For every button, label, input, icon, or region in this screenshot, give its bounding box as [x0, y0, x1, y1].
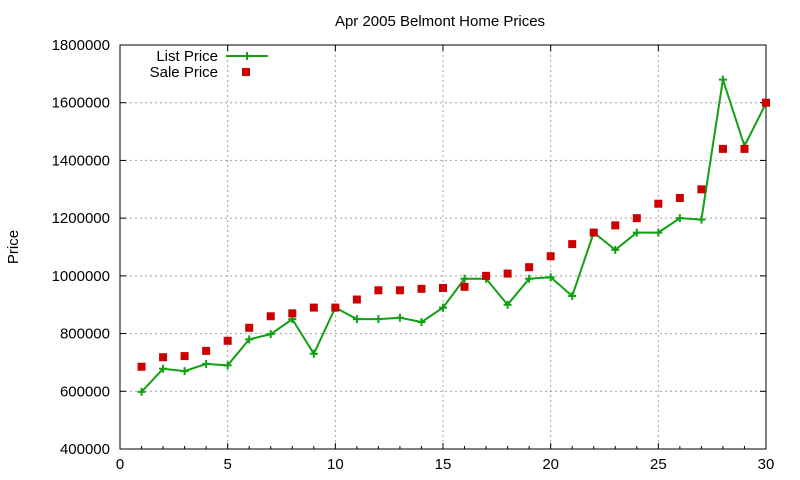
chart-title: Apr 2005 Belmont Home Prices	[335, 13, 545, 30]
sale-price-point	[460, 282, 469, 291]
sale-price-point	[374, 286, 383, 295]
list-price-point	[395, 313, 404, 322]
sale-price-point	[395, 286, 404, 295]
sale-price-point	[740, 144, 749, 153]
y-tick-label: 600000	[60, 383, 110, 400]
x-tick-label: 20	[542, 456, 559, 473]
sale-price-point	[137, 362, 146, 371]
legend-label-list-price: List Price	[156, 48, 218, 65]
list-price-point	[611, 245, 620, 254]
legend: List Price Sale Price	[150, 48, 268, 81]
sale-price-point	[309, 303, 318, 312]
x-tick-label: 15	[435, 456, 452, 473]
legend-label-sale-price: Sale Price	[150, 64, 218, 81]
list-price-point	[718, 75, 727, 84]
list-price-point	[137, 387, 146, 396]
list-price-line	[140, 79, 767, 393]
sale-price-point	[525, 263, 534, 272]
y-tick-label: 1600000	[52, 95, 110, 112]
sale-price-point	[331, 303, 340, 312]
legend-swatch-sale-price	[242, 68, 250, 76]
y-tick-label: 1400000	[52, 152, 110, 169]
x-tick-label: 30	[758, 456, 775, 473]
sale-price-point	[482, 271, 491, 280]
sale-price-point	[697, 185, 706, 194]
y-tick-label: 400000	[60, 441, 110, 458]
list-price-point	[266, 330, 275, 339]
sale-price-point	[762, 98, 770, 107]
list-price-point	[309, 349, 318, 358]
list-price-point	[525, 274, 534, 283]
sale-price-point	[503, 269, 512, 278]
list-price-point	[654, 228, 663, 237]
sale-price-point	[266, 312, 275, 321]
x-tick-label: 10	[327, 456, 344, 473]
sale-price-point	[417, 284, 426, 293]
sale-price-point	[632, 214, 641, 223]
axis-ticks: 0 5 10 15 20 25 30 400000 600000 800000 1000000 120…	[52, 37, 775, 473]
x-tick-label: 0	[116, 456, 124, 473]
sale-price-point	[439, 283, 447, 292]
legend-marker-list-price	[243, 52, 251, 60]
list-price-point	[503, 300, 512, 309]
list-price-point	[697, 215, 706, 224]
list-price-point	[352, 315, 361, 324]
sale-price-point	[568, 240, 577, 249]
list-price-point	[439, 303, 447, 312]
y-axis-label: Price	[5, 230, 22, 264]
sale-price-point	[223, 336, 232, 345]
list-price-point	[568, 292, 577, 301]
list-price-point	[546, 273, 555, 282]
list-price-point	[632, 228, 641, 237]
sale-price-point	[546, 252, 555, 261]
sale-price-point	[245, 323, 254, 332]
x-tick-label: 25	[650, 456, 667, 473]
series-layer	[137, 75, 770, 396]
list-price-point	[675, 214, 684, 223]
list-price-point	[374, 315, 383, 324]
list-price-point	[159, 364, 168, 373]
y-tick-label: 1200000	[52, 210, 110, 227]
sale-price-point	[288, 309, 297, 318]
x-tick-label: 5	[223, 456, 231, 473]
sale-price-point	[589, 228, 598, 237]
list-price-point	[245, 335, 254, 344]
list-price-point	[460, 274, 469, 283]
sale-price-point	[159, 353, 168, 362]
sale-price-point	[202, 346, 211, 355]
y-tick-label: 800000	[60, 326, 110, 343]
y-tick-label: 1000000	[52, 268, 110, 285]
list-price-point	[223, 361, 232, 370]
sale-price-point	[611, 221, 620, 230]
sale-price-point	[654, 199, 663, 208]
sale-price-point	[675, 193, 684, 202]
sale-price-point	[180, 352, 189, 361]
y-tick-label: 1800000	[52, 37, 110, 54]
grid-lines	[120, 45, 766, 449]
sale-price-point	[352, 295, 361, 304]
sale-price-point	[718, 144, 727, 153]
list-price-point	[180, 367, 189, 376]
list-price-point	[202, 359, 211, 368]
list-price-point	[417, 318, 426, 327]
